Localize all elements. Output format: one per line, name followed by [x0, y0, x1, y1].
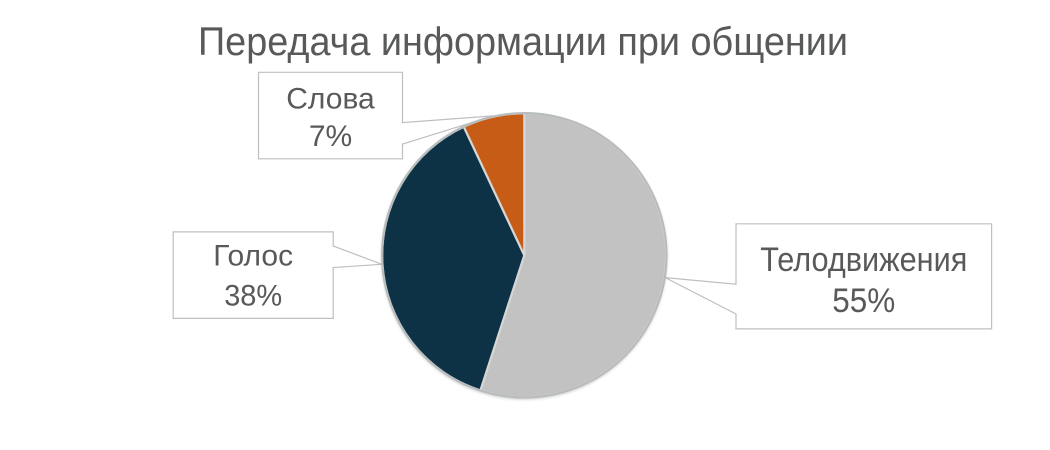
svg-text:38%: 38% [224, 280, 282, 313]
svg-text:Слова: Слова [286, 82, 375, 115]
svg-text:Телодвижения: Телодвижения [760, 241, 967, 279]
svg-text:7%: 7% [309, 120, 352, 153]
svg-text:Голос: Голос [213, 240, 293, 273]
svg-text:55%: 55% [832, 282, 895, 320]
svg-text:Передача информации при общени: Передача информации при общении [198, 20, 848, 64]
